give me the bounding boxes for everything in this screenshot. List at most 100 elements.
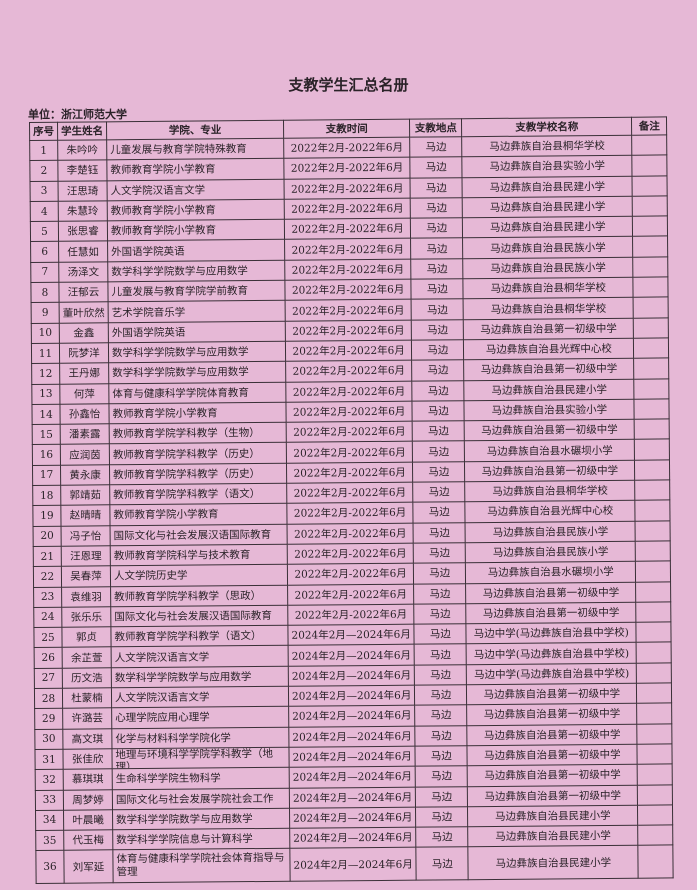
student-name: 张佳欣 — [62, 748, 113, 770]
school-name: 马边彝族自治县水碾坝小学 — [465, 561, 636, 584]
remarks — [635, 520, 671, 542]
row-index: 35 — [35, 830, 64, 851]
college-major: 教师教育学院小学教育 — [107, 219, 285, 242]
remarks — [636, 601, 672, 623]
school-name: 马边彝族自治县桐华学校 — [461, 135, 633, 158]
teaching-location: 马边 — [413, 522, 466, 544]
row-index: 21 — [33, 546, 62, 567]
remarks — [633, 277, 669, 298]
student-name: 孙鑫怡 — [59, 403, 110, 425]
row-index: 26 — [34, 647, 63, 669]
remarks — [633, 358, 670, 379]
college-major: 数学科学学院信息与计算科学 — [112, 828, 290, 851]
teaching-location: 马边 — [413, 542, 466, 564]
school-name: 马边彝族自治县第一初级中学 — [467, 764, 638, 787]
school-name: 马边彝族自治县第一初级中学 — [466, 703, 638, 726]
teaching-location: 马边 — [412, 461, 465, 483]
row-index: 25 — [33, 627, 63, 648]
school-name: 马边彝族自治县民建小学 — [464, 378, 635, 401]
school-name: 马边彝族自治县水碾坝小学 — [464, 439, 635, 462]
row-index: 4 — [30, 201, 59, 222]
teaching-period: 2022年2月-2022年6月 — [285, 401, 413, 423]
row-index: 2 — [29, 160, 59, 182]
remarks — [635, 561, 671, 582]
teaching-period: 2022年2月-2022年6月 — [287, 603, 415, 626]
college-major: 外国语学院英语 — [108, 320, 286, 343]
unit-label: 单位：浙江师范大学 — [28, 108, 127, 121]
row-index: 6 — [30, 241, 59, 263]
remarks — [634, 459, 670, 481]
school-name: 马边彝族自治县第一初级中学 — [467, 784, 638, 807]
row-index: 18 — [32, 485, 61, 506]
college-major: 人文学院汉语言文学 — [111, 686, 289, 709]
student-name: 叶晨曦 — [63, 809, 113, 831]
teaching-location: 马边 — [416, 847, 469, 881]
teaching-location: 马边 — [411, 319, 464, 341]
row-index: 22 — [33, 566, 62, 588]
college-major: 教师教育学院小学教育 — [107, 199, 285, 222]
college-major: 外国语学院英语 — [107, 239, 285, 262]
school-name: 马边彝族自治县光辉中心校 — [465, 500, 636, 523]
school-name: 马边彝族自治县民建小学 — [467, 825, 639, 848]
student-name: 周梦婷 — [63, 789, 113, 811]
teaching-period: 2022年2月-2022年6月 — [287, 522, 414, 545]
school-name: 马边中学(马边彝族自治县中学校) — [466, 662, 637, 685]
teaching-period: 2022年2月-2022年6月 — [283, 157, 411, 179]
remarks — [633, 297, 669, 318]
student-name: 历文浩 — [62, 667, 112, 689]
row-index: 13 — [31, 383, 60, 405]
teaching-period: 2022年2月-2022年6月 — [284, 218, 411, 240]
student-name: 王丹娜 — [59, 363, 109, 384]
row-index: 32 — [35, 769, 64, 790]
remarks — [632, 236, 669, 258]
student-name: 张思睿 — [58, 221, 108, 242]
student-name: 金鑫 — [59, 322, 109, 344]
college-major: 数学科学学院数学与应用数学 — [107, 260, 285, 282]
teaching-period: 2024年2月—2024年6月 — [288, 685, 415, 707]
student-name: 汪郁云 — [58, 281, 109, 303]
remarks — [634, 479, 671, 501]
teaching-period: 2022年2月-2022年6月 — [286, 441, 413, 464]
row-index: 30 — [34, 728, 63, 750]
teaching-period: 2022年2月-2022年6月 — [287, 543, 414, 565]
remarks — [633, 256, 669, 278]
teaching-location: 马边 — [410, 217, 463, 239]
college-major: 人文学院历史学 — [110, 564, 288, 587]
school-name: 马边彝族自治县民建小学 — [462, 175, 633, 198]
college-major: 数学科学学院数学与应用数学 — [108, 361, 286, 384]
teaching-period: 2022年2月-2022年6月 — [286, 461, 413, 484]
college-major: 数学科学学院数学与应用数学 — [108, 341, 286, 364]
teaching-period: 2022年2月-2022年6月 — [286, 502, 414, 524]
remarks — [635, 540, 671, 562]
remarks — [632, 216, 668, 237]
row-index: 10 — [31, 322, 60, 344]
teaching-location: 马边 — [412, 481, 466, 503]
college-major: 儿童发展与教育学院特殊教育 — [106, 138, 284, 161]
student-name: 余芷萱 — [62, 647, 112, 668]
remarks — [636, 682, 672, 704]
teaching-period: 2024年2月—2024年6月 — [289, 786, 416, 809]
row-index: 7 — [30, 262, 59, 283]
remarks — [636, 662, 672, 684]
college-major: 人文学院汉语言文学 — [111, 645, 289, 668]
teaching-period: 2022年2月-2022年6月 — [284, 177, 411, 200]
row-index: 15 — [32, 424, 61, 445]
header-period: 支教时间 — [283, 119, 410, 139]
teaching-location: 马边 — [415, 806, 468, 828]
college-major: 儿童发展与教育学院学前教育 — [107, 280, 286, 303]
school-name: 马边彝族自治县桐华学校 — [464, 480, 636, 503]
college-major: 教师教育学院小学教育 — [108, 402, 287, 424]
header-location: 支教地点 — [409, 118, 462, 138]
student-name: 汪恩理 — [61, 545, 111, 567]
college-major: 国际文化与社会发展汉语国际教育 — [110, 523, 288, 546]
college-major: 教师教育学院小学教育 — [109, 503, 288, 526]
teaching-period: 2022年2月-2022年6月 — [286, 482, 414, 504]
teaching-location: 马边 — [414, 623, 467, 645]
remarks — [632, 195, 668, 217]
student-name: 潘素露 — [60, 423, 110, 445]
teaching-location: 马边 — [410, 177, 463, 199]
college-major: 体育与健康科学学院体育教育 — [108, 381, 286, 404]
row-index: 19 — [32, 505, 62, 527]
document-title: 支教学生汇总名册 — [288, 76, 409, 94]
teaching-location: 马边 — [414, 644, 467, 665]
